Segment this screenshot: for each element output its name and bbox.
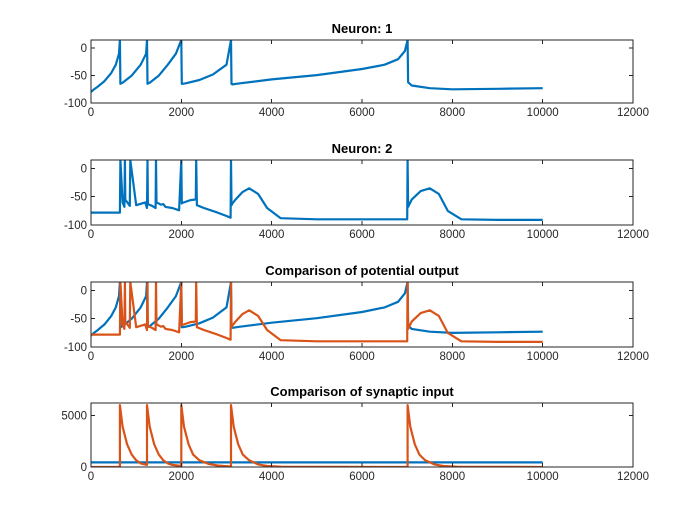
subplot-4: Comparison of synaptic input 0 2000 4000 600… — [61, 384, 649, 483]
x-tick-label: 8000 — [440, 229, 466, 241]
y-tick-label: -50 — [70, 314, 87, 326]
series-line-2 — [91, 404, 543, 467]
subplot-1: Neuron: 1 0 2000 4000 6000 8000 10000 12000 -100… — [64, 21, 649, 119]
x-tick-label: 4000 — [259, 229, 285, 241]
y-tick-label: 0 — [81, 285, 87, 297]
x-tick-label: 2000 — [169, 107, 195, 119]
series-line-2 — [91, 282, 543, 343]
y-tick-label: 0 — [81, 163, 87, 175]
x-tick-label: 6000 — [349, 107, 375, 119]
x-tick-label: 0 — [88, 107, 94, 119]
x-tick-label: 8000 — [440, 351, 466, 363]
series-line-1 — [91, 160, 543, 221]
x-tick-label: 10000 — [527, 471, 559, 483]
y-tick-label: 0 — [81, 43, 87, 55]
x-tick-label: 0 — [88, 471, 94, 483]
subplot-title: Neuron: 2 — [332, 141, 393, 156]
x-tick-label: 12000 — [617, 351, 649, 363]
x-tick-label: 2000 — [169, 351, 195, 363]
x-tick-label: 4000 — [259, 351, 285, 363]
x-tick-label: 4000 — [259, 107, 285, 119]
x-tick-label: 2000 — [169, 471, 195, 483]
y-tick-label: -100 — [64, 220, 87, 232]
y-tick-label: 5000 — [61, 410, 87, 422]
series-group — [91, 404, 543, 467]
x-tick-label: 12000 — [617, 107, 649, 119]
subplot-title: Comparison of potential output — [265, 263, 459, 278]
x-tick-label: 6000 — [349, 229, 375, 241]
y-tick-label: -50 — [70, 192, 87, 204]
y-tick-label: -50 — [70, 71, 87, 83]
subplot-3: Comparison of potential output 0 2000 4000 6… — [64, 263, 649, 363]
series-line-1 — [91, 282, 543, 337]
subplot-title: Comparison of synaptic input — [270, 384, 454, 399]
x-tick-label: 10000 — [527, 351, 559, 363]
series-group — [91, 160, 543, 221]
x-tick-label: 8000 — [440, 471, 466, 483]
x-tick-label: 8000 — [440, 107, 466, 119]
y-tick-label: -100 — [64, 98, 87, 110]
subplot-title: Neuron: 1 — [332, 21, 393, 36]
x-tick-label: 12000 — [617, 471, 649, 483]
x-tick-label: 10000 — [527, 107, 559, 119]
series-group — [91, 282, 543, 343]
x-tick-label: 4000 — [259, 471, 285, 483]
subplot-2: Neuron: 2 0 2000 4000 6000 8000 10000 12000 -100… — [64, 141, 649, 241]
x-tick-label: 0 — [88, 351, 94, 363]
x-tick-label: 2000 — [169, 229, 195, 241]
x-tick-label: 6000 — [349, 471, 375, 483]
y-tick-label: 0 — [81, 462, 87, 474]
y-tick-label: -100 — [64, 342, 87, 354]
x-tick-label: 6000 — [349, 351, 375, 363]
x-tick-label: 0 — [88, 229, 94, 241]
x-tick-label: 10000 — [527, 229, 559, 241]
x-tick-label: 12000 — [617, 229, 649, 241]
axes-container: Neuron: 1 0 2000 4000 6000 8000 10000 12000 -100… — [61, 21, 649, 483]
series-group — [91, 40, 543, 93]
series-line-1 — [91, 40, 543, 93]
